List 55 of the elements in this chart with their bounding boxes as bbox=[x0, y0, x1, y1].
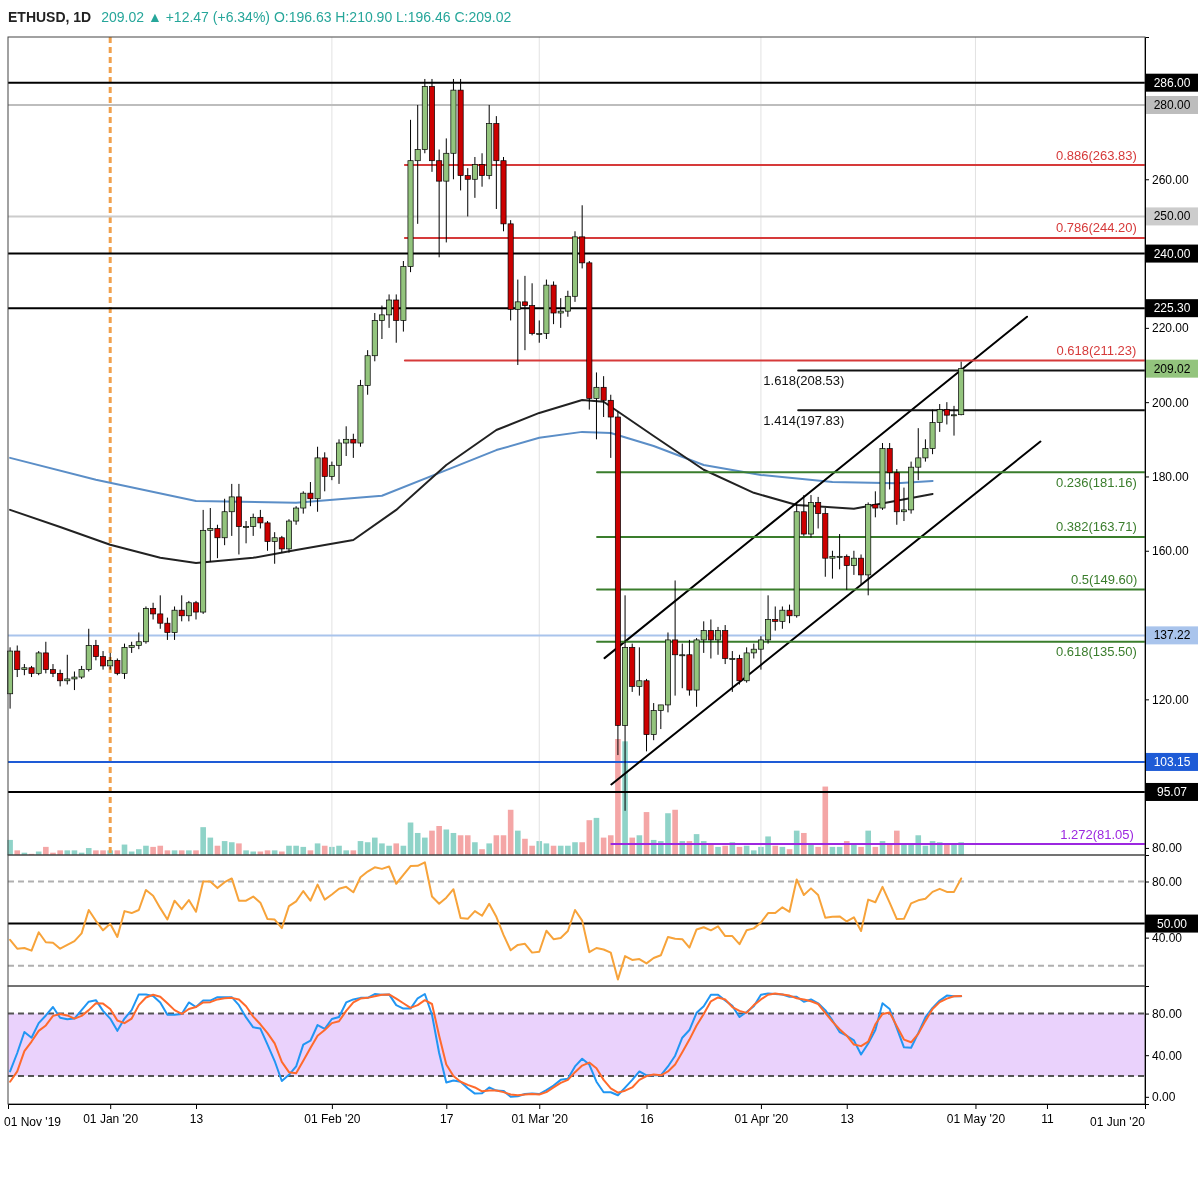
label-tag: 240.00 bbox=[1146, 244, 1198, 263]
ref-line-label: 137.22 bbox=[1153, 628, 1191, 643]
annotation: 1.272(81.05) bbox=[1060, 826, 1134, 842]
x-tick-label: 01 May '20 bbox=[946, 1111, 1006, 1126]
x-tick-label: 01 Apr '20 bbox=[734, 1111, 789, 1126]
annotation: 0.786(244.20) bbox=[1055, 220, 1137, 236]
ref-line-label: 240.00 bbox=[1153, 246, 1191, 261]
label-tag: 95.07 bbox=[1146, 782, 1198, 801]
x-tick-label: 13 bbox=[840, 1111, 855, 1126]
annotation: 0.886(263.83) bbox=[1055, 147, 1137, 163]
label-tag: 137.22 bbox=[1146, 626, 1198, 645]
text: 01 Jun '20 bbox=[1089, 1115, 1146, 1129]
annotation: 0.618(135.50) bbox=[1055, 644, 1137, 660]
chart-title: ETHUSD, 1D bbox=[8, 9, 92, 25]
ref-line-label: 50.00 bbox=[1156, 916, 1188, 931]
y-tick-label: 80.00 bbox=[1152, 841, 1183, 856]
chart-subtitle: 209.02 ▲ +12.47 (+6.34%) O:196.63 H:210.90 L:196.46 C:209.02 bbox=[101, 9, 512, 25]
y-tick-label: 120.00 bbox=[1152, 692, 1190, 707]
y-tick-label: 200.00 bbox=[1152, 395, 1190, 410]
annotation: 0.236(181.16) bbox=[1055, 474, 1137, 490]
x-tick-label: 01 Feb '20 bbox=[304, 1111, 361, 1126]
x-tick-label: 11 bbox=[1041, 1111, 1055, 1126]
ref-line-label: 103.15 bbox=[1153, 754, 1191, 769]
text: 01 Nov '19 bbox=[4, 1115, 62, 1129]
annotation: 0.382(163.71) bbox=[1055, 519, 1137, 535]
y-tick-label: 260.00 bbox=[1152, 172, 1190, 187]
label-tag: 286.00 bbox=[1146, 73, 1198, 92]
label-tag: 225.30 bbox=[1146, 299, 1198, 318]
label-tag: 280.00 bbox=[1146, 96, 1198, 114]
label-tag: 250.00 bbox=[1146, 207, 1198, 226]
ref-line-label: 225.30 bbox=[1153, 301, 1191, 316]
ref-line-label: 250.00 bbox=[1153, 209, 1191, 224]
y-tick-label: 80.00 bbox=[1152, 1006, 1183, 1021]
y-tick-label: 160.00 bbox=[1152, 544, 1190, 559]
ref-line-label: 286.00 bbox=[1153, 75, 1191, 90]
x-tick-label: 01 Jan '20 bbox=[83, 1111, 139, 1126]
annotation: 0.618(211.23) bbox=[1056, 342, 1137, 358]
ref-line-label: 95.07 bbox=[1156, 784, 1188, 799]
y-tick-label: 220.00 bbox=[1152, 321, 1190, 336]
annotation: 1.414(197.83) bbox=[763, 412, 845, 428]
annotation: 0.5(149.60) bbox=[1070, 571, 1138, 587]
x-tick-label: 17 bbox=[440, 1111, 454, 1126]
label-tag: 209.02 bbox=[1146, 359, 1198, 378]
x-tick-label: 01 Mar '20 bbox=[511, 1111, 569, 1126]
label-tag: 50.00 bbox=[1146, 914, 1198, 933]
ref-line-label: 280.00 bbox=[1153, 97, 1191, 112]
label-tag: 103.15 bbox=[1146, 752, 1198, 771]
x-tick-label: 13 bbox=[189, 1111, 204, 1126]
y-tick-label: 40.00 bbox=[1152, 930, 1183, 945]
y-tick-label: 0.00 bbox=[1152, 1090, 1176, 1105]
y-tick-label: 40.00 bbox=[1152, 1048, 1183, 1063]
annotation: 1.618(208.53) bbox=[763, 372, 845, 388]
y-tick-label: 80.00 bbox=[1152, 874, 1183, 889]
x-tick-label: 16 bbox=[640, 1111, 655, 1126]
y-tick-label: 180.00 bbox=[1152, 469, 1190, 484]
